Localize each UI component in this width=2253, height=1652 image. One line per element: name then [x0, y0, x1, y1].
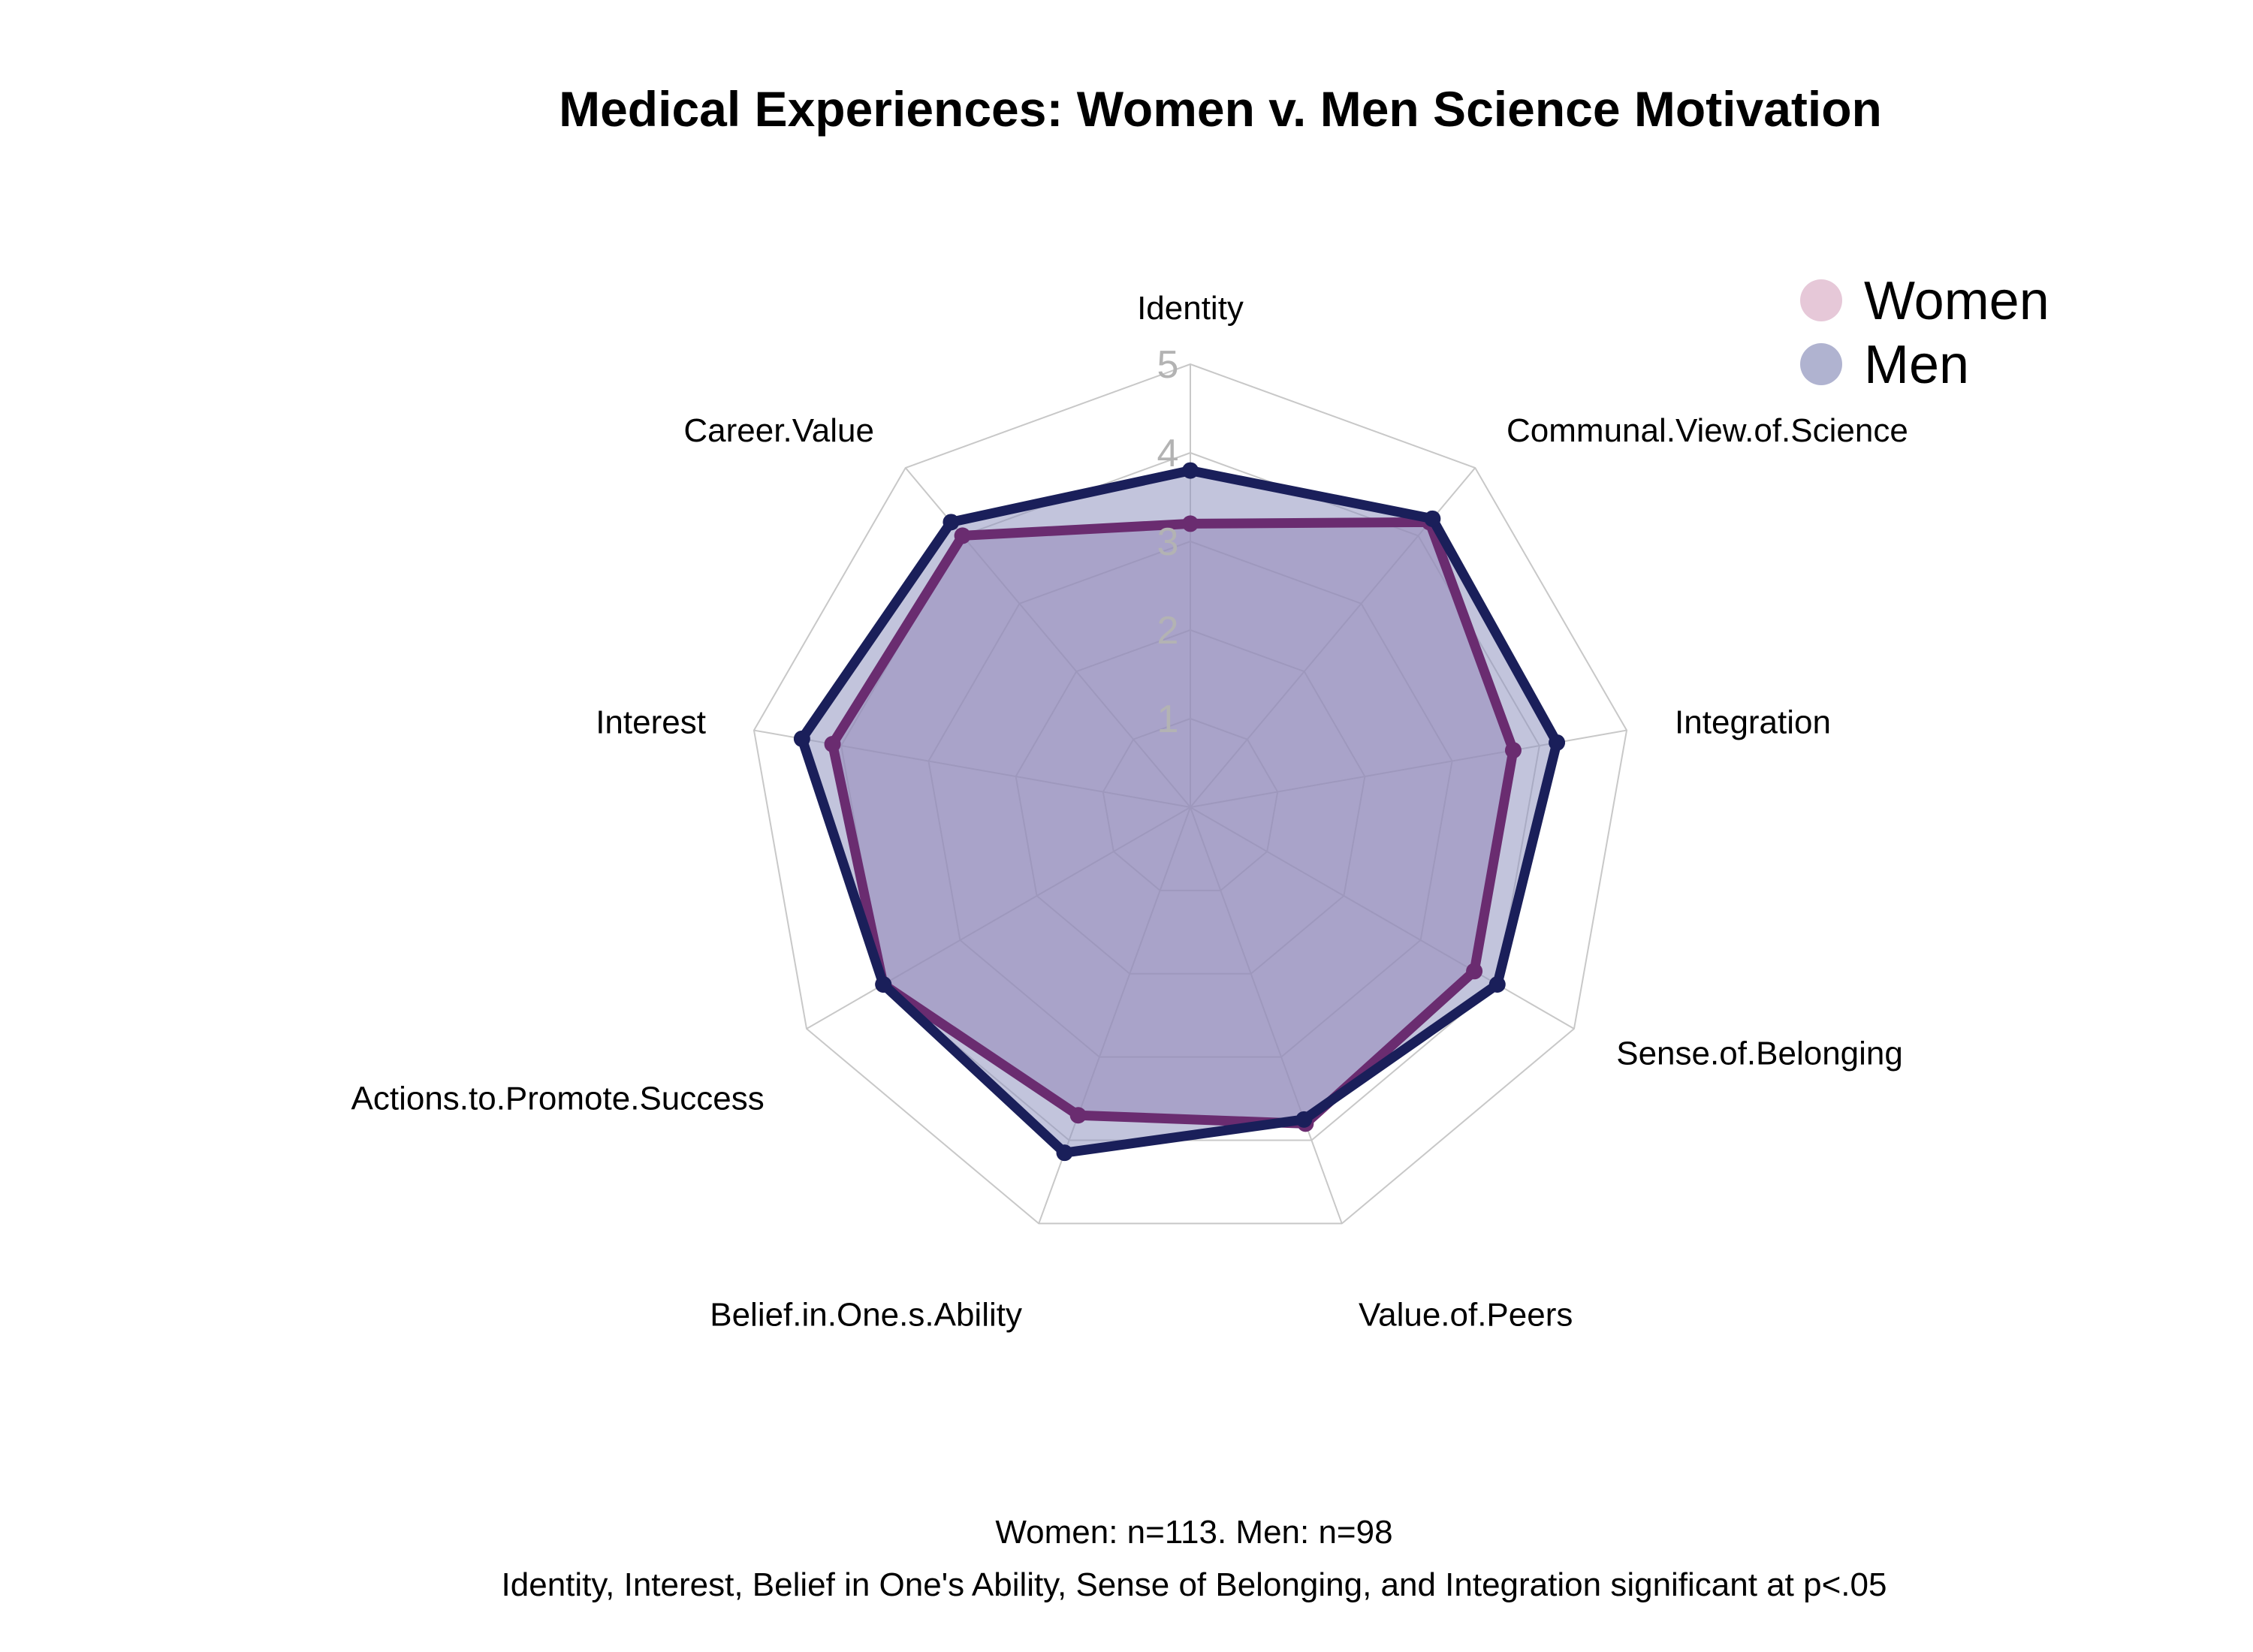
axis-label: Interest — [596, 704, 706, 740]
axis-label: Communal.View.of.Science — [1507, 412, 1908, 449]
radar-series — [793, 462, 1566, 1162]
tick-label: 5 — [1157, 343, 1179, 387]
axis-label: Career.Value — [683, 412, 874, 449]
data-point-women — [1504, 742, 1522, 759]
axis-labels: Identity Communal.View.of.Science Integrat… — [351, 290, 1908, 1333]
data-point-women — [954, 527, 971, 544]
axis-label: Integration — [1675, 704, 1831, 740]
data-point-women — [1182, 515, 1199, 532]
data-point-women — [1466, 963, 1483, 980]
legend: Women Men — [1800, 271, 2049, 395]
tick-label: 1 — [1157, 698, 1179, 741]
tick-label: 4 — [1157, 432, 1179, 475]
data-point-men — [1488, 976, 1506, 993]
axis-label: Actions.to.Promote.Success — [351, 1081, 765, 1117]
caption-significance: Identity, Interest, Belief in One's Abil… — [502, 1566, 1887, 1603]
data-point-men — [1424, 510, 1441, 527]
caption-sample-size: Women: n=113. Men: n=98 — [995, 1514, 1392, 1551]
legend-label-women: Women — [1864, 271, 2049, 331]
axis-label: Belief.in.One.s.Ability — [710, 1296, 1022, 1333]
data-point-men — [875, 976, 892, 993]
data-point-men — [793, 730, 810, 747]
data-point-men — [1056, 1144, 1073, 1162]
data-point-men — [1295, 1111, 1313, 1128]
radial-tick-labels: 1 2 3 4 5 — [1157, 343, 1179, 741]
tick-label: 3 — [1157, 520, 1179, 564]
axis-label: Sense.of.Belonging — [1616, 1036, 1903, 1072]
data-point-men — [943, 514, 960, 531]
data-point-men — [1549, 734, 1566, 751]
series-area-men — [801, 470, 1558, 1153]
axis-label: Value.of.Peers — [1359, 1296, 1573, 1333]
grid-ring-5 — [753, 363, 1628, 1225]
data-point-women — [1069, 1107, 1087, 1124]
legend-marker-men — [1800, 343, 1842, 385]
chart-title: Medical Experiences: Women v. Men Scienc… — [559, 81, 1882, 137]
legend-label-men: Men — [1864, 335, 1969, 395]
legend-marker-women — [1800, 279, 1842, 321]
series-line-men — [797, 466, 1562, 1158]
data-point-men — [1182, 462, 1199, 479]
axis-label: Identity — [1137, 290, 1244, 327]
data-point-women — [824, 735, 841, 752]
series-line-women — [828, 517, 1519, 1129]
tick-label: 2 — [1157, 609, 1179, 653]
